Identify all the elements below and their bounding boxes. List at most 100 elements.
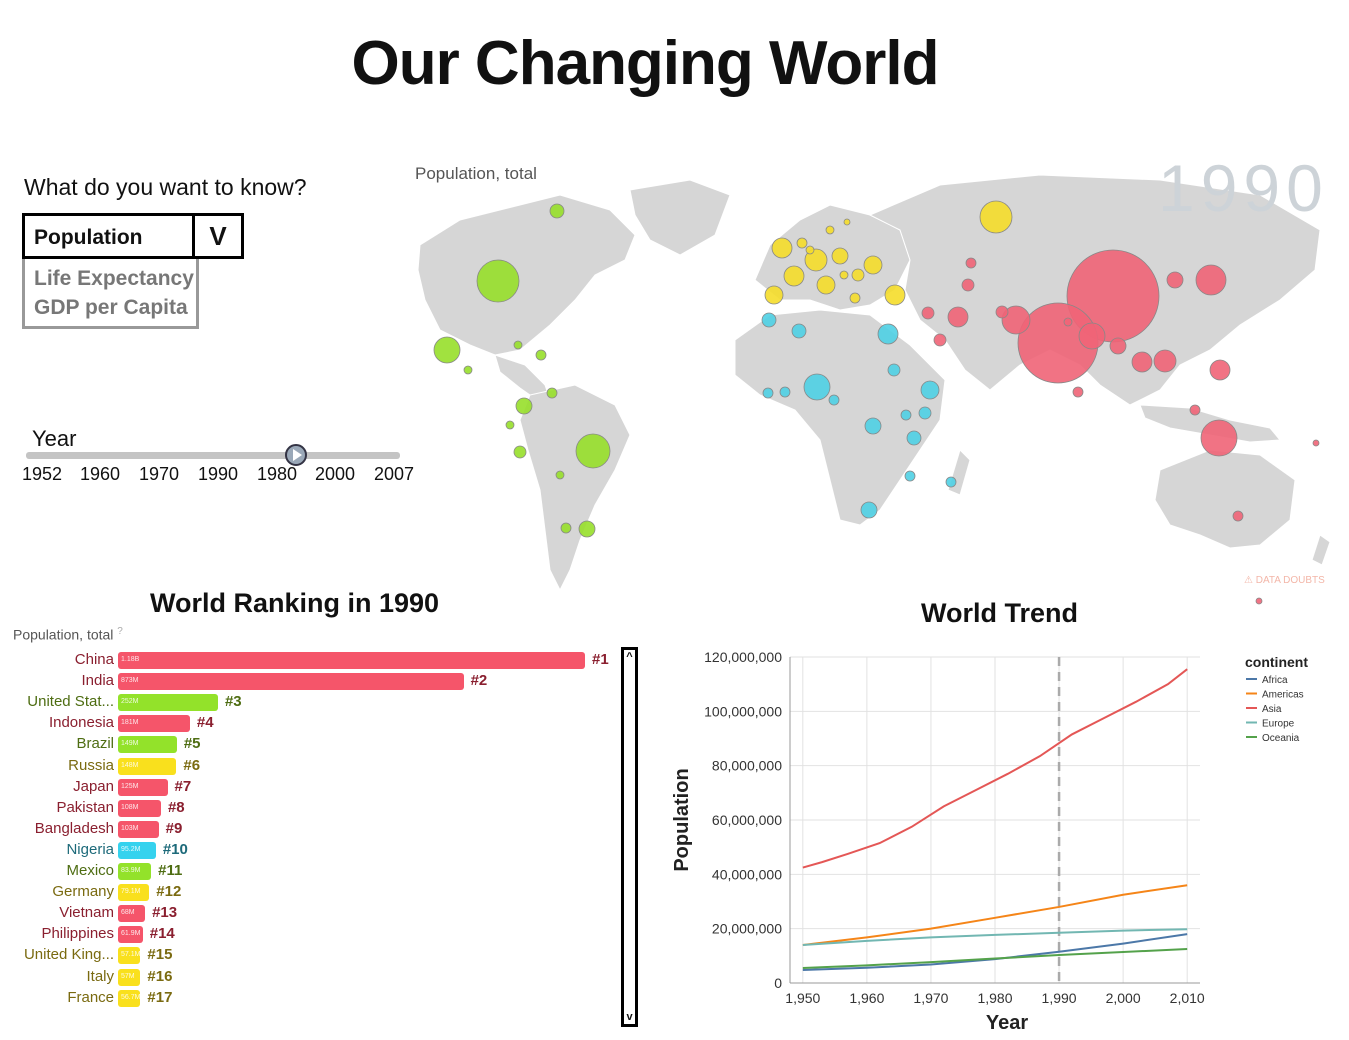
ranking-country-name: Philippines [41,925,114,943]
ranking-row[interactable]: Pakistan 108M #8 [0,798,620,819]
country-bubbles[interactable] [433,200,1320,605]
bubble-south-africa [860,501,878,519]
scroll-up-icon[interactable]: ^ [626,651,633,663]
ranking-row[interactable]: Bangladesh 103M #9 [0,819,620,840]
help-icon[interactable]: ? [117,626,123,637]
series-line-asia[interactable] [802,668,1188,869]
map-indicator-label: Population, total [415,164,537,183]
bubble-algeria [791,323,807,339]
bubble-usa [476,259,520,303]
bubble-uk [771,237,793,259]
y-tick-label: 20,000,000 [712,921,782,937]
ranking-scrollbar[interactable]: ^ v [621,647,638,1027]
ranking-row[interactable]: Japan 125M #7 [0,777,620,798]
ranking-row[interactable]: United Stat... 252M #3 [0,692,620,713]
bubble-finland [843,218,851,226]
bubble-iraq [921,306,935,320]
bubble-cameroon [828,394,840,406]
ranking-country-name: Japan [73,777,114,795]
year-tick: 1952 [22,464,63,484]
play-icon[interactable] [285,444,307,466]
x-tick-label: 1,970 [913,990,948,1006]
x-tick-label: 2,000 [1106,990,1141,1006]
ranking-row[interactable]: Russia 148M #6 [0,756,620,777]
ranking-number: #2 [470,672,488,690]
ranking-row[interactable]: Philippines 61.9M #14 [0,924,620,945]
bubble-tanzania [906,430,922,446]
indicator-dropdown[interactable]: Population V [22,213,244,259]
ranking-row[interactable]: Nigeria 95.2M #10 [0,840,620,861]
bubble-japan [1195,264,1227,296]
ranking-bar-value: 873M [121,677,139,685]
bubble-thailand [1131,351,1153,373]
ranking-country-name: Russia [68,756,114,774]
ranking-row[interactable]: Germany 79.1M #12 [0,882,620,903]
bubble-ethiopia [920,380,940,400]
dropdown-option-life-expectancy[interactable]: Life Expectancy [34,267,194,290]
ranking-country-name: Bangladesh [34,819,114,837]
bubble-sudan [887,363,901,377]
ranking-bar-value: 1.18B [121,656,140,663]
year-tick: 1980 [257,464,298,484]
ranking-country-name: Brazil [76,735,114,753]
ranking-row[interactable]: Vietnam 68M #13 [0,903,620,924]
ranking-country-name: France [67,988,114,1006]
ranking-bar: 181M [118,715,190,733]
world-map[interactable] [400,150,1345,610]
ranking-row[interactable]: India 873M #2 [0,671,620,692]
bubble-congo [864,417,882,435]
ranking-row[interactable]: Indonesia 181M #4 [0,713,620,734]
ranking-row[interactable]: China 1.18B #1 [0,650,620,671]
ranking-country-name: Italy [86,967,114,985]
ranking-bar: 83.9M [118,863,152,880]
ranking-indicator-text: Population, total [13,626,114,643]
ranking-number: #11 [158,862,183,879]
ranking-row[interactable]: France 56.7M #17 [0,988,620,1009]
dropdown-selected-value[interactable]: Population [34,226,143,249]
year-tick: 1970 [139,464,180,484]
question-label: What do you want to know? [24,174,307,200]
bubble-argentina [578,520,596,538]
warning-icon: ⚠ [1244,575,1256,586]
bubble-malaysia [1189,404,1201,416]
bubble-caribbean [513,340,523,350]
ranking-row[interactable]: Mexico 83.9M #11 [0,861,620,882]
legend-entry: Europe [1262,719,1295,730]
legend-entry: Asia [1262,704,1282,715]
year-tick: 1960 [80,464,121,484]
ranking-row[interactable]: Italy 57M #16 [0,967,620,988]
y-tick-label: 0 [774,975,782,991]
series-line-americas[interactable] [802,884,1188,946]
land-new-zealand [1311,534,1331,566]
scroll-down-icon[interactable]: v [626,1011,633,1023]
bubble-belgium [805,245,815,255]
ranking-number: #4 [196,714,214,732]
legend-entry: Africa [1262,675,1288,686]
x-axis-title: Year [986,1012,1028,1034]
year-slider-track[interactable] [26,452,400,459]
bubble-iran [947,306,969,328]
ranking-number: #17 [147,988,173,1006]
bubble-peru [513,445,527,459]
bubble-mozambique [904,470,916,482]
data-doubts-link[interactable]: ⚠ DATA DOUBTS [1244,575,1325,586]
bubble-morocco [761,312,777,328]
ranking-number: #15 [147,946,173,964]
ranking-list[interactable]: China 1.18B #1 India 873M #2 United Stat... 252… [0,650,620,1015]
ranking-row[interactable]: United King... 57.1M #15 [0,945,620,966]
chevron-down-icon[interactable]: V [192,216,241,256]
ranking-bar-value: 61.9M [121,930,141,938]
series-line-europe[interactable] [802,928,1188,946]
dropdown-option-gdp-per-capita[interactable]: GDP per Capita [34,296,188,319]
trend-line-chart[interactable]: 0 20,000,000 40,000,000 60,000,000 80,000,00… [660,645,1340,1035]
ranking-bar: 68M [118,905,146,923]
ranking-row[interactable]: Brazil 149M #5 [0,734,620,755]
x-tick-label: 1,950 [785,990,820,1006]
bubble-philippines [1209,359,1231,381]
bubble-romania [851,268,865,282]
bubble-myanmar [1109,337,1127,355]
year-tick: 1990 [198,464,239,484]
bubble-indonesia [1200,419,1238,457]
series-line-oceania[interactable] [802,948,1188,970]
bubble-sri-lanka [1072,386,1084,398]
